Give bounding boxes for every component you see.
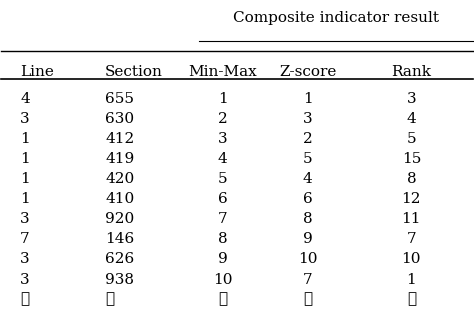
Text: 410: 410 [105,192,134,206]
Text: 3: 3 [218,132,228,146]
Text: 15: 15 [401,152,421,166]
Text: 10: 10 [401,252,421,266]
Text: 630: 630 [105,112,134,126]
Text: ⋮: ⋮ [407,292,416,307]
Text: ⋮: ⋮ [105,292,114,307]
Text: 7: 7 [407,232,416,247]
Text: 920: 920 [105,213,134,226]
Text: 8: 8 [303,213,312,226]
Text: 6: 6 [303,192,312,206]
Text: 3: 3 [20,112,30,126]
Text: 1: 1 [20,132,30,146]
Text: 9: 9 [218,252,228,266]
Text: 7: 7 [218,213,228,226]
Text: Composite indicator result: Composite indicator result [233,11,439,25]
Text: 5: 5 [303,152,312,166]
Text: 4: 4 [303,172,312,186]
Text: 419: 419 [105,152,134,166]
Text: 3: 3 [303,112,312,126]
Text: 6: 6 [218,192,228,206]
Text: 10: 10 [213,273,233,287]
Text: 3: 3 [407,92,416,106]
Text: 8: 8 [407,172,416,186]
Text: Z-score: Z-score [279,65,337,79]
Text: 2: 2 [218,112,228,126]
Text: 5: 5 [407,132,416,146]
Text: Rank: Rank [392,65,431,79]
Text: ⋮: ⋮ [303,292,312,307]
Text: 146: 146 [105,232,134,247]
Text: Section: Section [105,65,163,79]
Text: 4: 4 [407,112,416,126]
Text: 4: 4 [20,92,30,106]
Text: 938: 938 [105,273,134,287]
Text: 3: 3 [20,273,30,287]
Text: 1: 1 [20,152,30,166]
Text: 3: 3 [20,252,30,266]
Text: 626: 626 [105,252,134,266]
Text: 3: 3 [20,213,30,226]
Text: 7: 7 [303,273,312,287]
Text: 12: 12 [401,192,421,206]
Text: ⋮: ⋮ [219,292,228,307]
Text: 11: 11 [401,213,421,226]
Text: 4: 4 [218,152,228,166]
Text: Line: Line [20,65,54,79]
Text: 420: 420 [105,172,134,186]
Text: 10: 10 [298,252,318,266]
Text: 1: 1 [303,92,312,106]
Text: 8: 8 [218,232,228,247]
Text: 7: 7 [20,232,30,247]
Text: 1: 1 [20,172,30,186]
Text: 5: 5 [218,172,228,186]
Text: 2: 2 [303,132,312,146]
Text: 1: 1 [218,92,228,106]
Text: 412: 412 [105,132,134,146]
Text: 1: 1 [407,273,416,287]
Text: ⋮: ⋮ [20,292,29,307]
Text: Min-Max: Min-Max [189,65,257,79]
Text: 9: 9 [303,232,312,247]
Text: 1: 1 [20,192,30,206]
Text: 655: 655 [105,92,134,106]
